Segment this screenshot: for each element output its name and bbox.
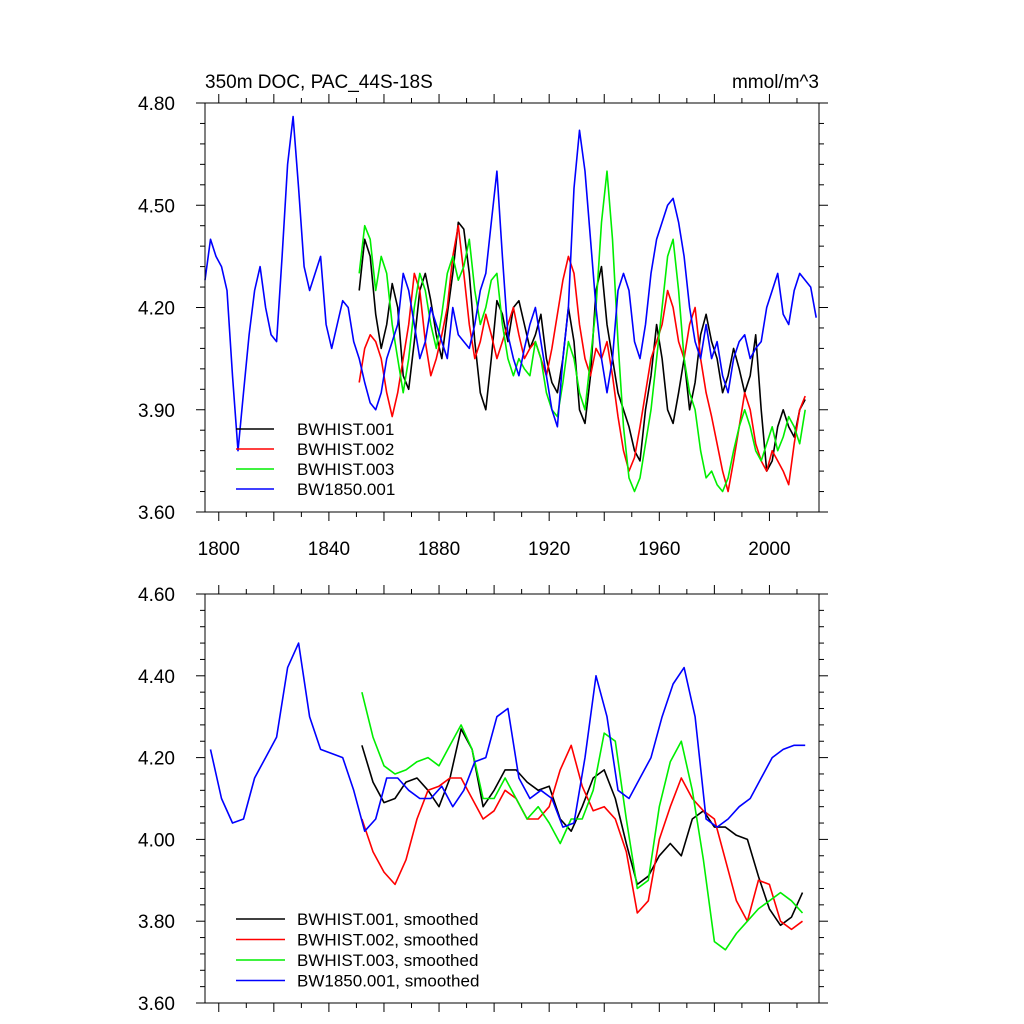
- chart-units-label: mmol/m^3: [732, 72, 819, 93]
- x-tick-label: 2000: [748, 539, 790, 560]
- x-tick-label: 1840: [308, 539, 350, 560]
- top-plot-frame: [204, 102, 820, 513]
- y-tick-label: 3.80: [138, 912, 175, 933]
- y-tick-label: 4.60: [138, 585, 175, 606]
- y-tick-label: 4.20: [138, 749, 175, 770]
- series-line-bwhist-002: [358, 224, 806, 493]
- chart-title-left: 350m DOC, PAC_44S-18S: [205, 72, 433, 93]
- bottom-legend: BWHIST.001, smoothed BWHIST.002, smoothed…: [236, 910, 479, 991]
- y-tick-label: 4.20: [138, 299, 175, 320]
- x-tick-label: 1960: [638, 539, 680, 560]
- bottom-axis-tick-labels: 3.60 3.80 4.00 4.20 4.40 4.60: [138, 585, 175, 1015]
- series-line-bw1850-001-smoothed: [209, 642, 806, 833]
- bottom-series-group: [209, 642, 806, 951]
- series-line-bwhist-001-smoothed: [361, 728, 804, 927]
- y-tick-label: 3.60: [138, 994, 175, 1015]
- series-line-bwhist-002-smoothed: [361, 744, 803, 931]
- x-tick-label: 1800: [198, 539, 240, 560]
- series-line-bwhist-003: [358, 170, 806, 493]
- legend-label-bwhist-001: BWHIST.001: [297, 420, 394, 439]
- y-tick-label: 4.00: [138, 830, 175, 851]
- top-axis-ticks: [196, 94, 828, 521]
- legend-label-bwhist-003: BWHIST.003: [297, 460, 394, 479]
- legend-label-bw1850-001: BW1850.001: [297, 480, 395, 499]
- series-line-bw1850-001: [204, 115, 817, 452]
- legend-label-bwhist-001-smoothed: BWHIST.001, smoothed: [297, 910, 478, 929]
- panel-doc-timeseries: 350m DOC, PAC_44S-18S mmol/m^3 3.60 3.90 4…: [138, 72, 828, 560]
- x-tick-label: 1920: [528, 539, 570, 560]
- legend-label-bwhist-003-smoothed: BWHIST.003, smoothed: [297, 951, 478, 970]
- y-tick-label: 3.90: [138, 401, 175, 422]
- bottom-axis-ticks: [196, 585, 828, 1012]
- legend-label-bwhist-002-smoothed: BWHIST.002, smoothed: [297, 931, 478, 950]
- top-series-group: [204, 115, 817, 493]
- legend-label-bw1850-001-smoothed: BW1850.001, smoothed: [297, 972, 479, 991]
- top-axis-tick-labels: 3.60 3.90 4.20 4.50 4.80 1800 1840 1880 1920 1960…: [138, 94, 791, 560]
- y-tick-label: 4.80: [138, 94, 175, 115]
- y-tick-label: 4.40: [138, 667, 175, 688]
- y-tick-label: 3.60: [138, 503, 175, 524]
- panel-smoothed-timeseries: 3.60 3.80 4.00 4.20 4.40 4.60 BWHIST.001, smo…: [138, 585, 828, 1015]
- legend-label-bwhist-002: BWHIST.002: [297, 440, 394, 459]
- x-tick-label: 1880: [418, 539, 460, 560]
- series-line-bwhist-003-smoothed: [361, 692, 804, 951]
- bottom-plot-frame: [204, 593, 820, 1004]
- y-tick-label: 4.50: [138, 196, 175, 217]
